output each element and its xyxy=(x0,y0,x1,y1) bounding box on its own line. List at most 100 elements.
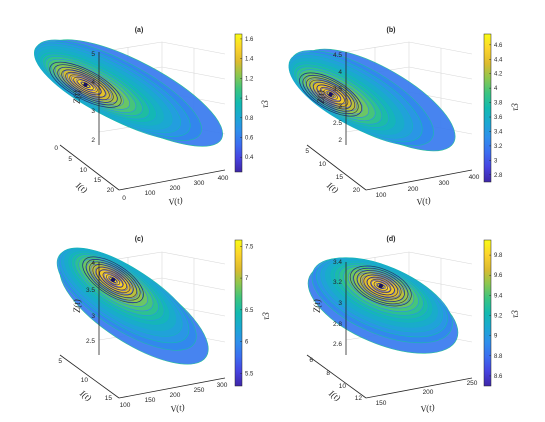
panel-b-axes xyxy=(306,52,473,191)
panel-d-cbtick-label: 9.8 xyxy=(494,253,503,259)
panel-c-trajectory-ring xyxy=(82,256,144,304)
panel-b-cbtick-label: 3.2 xyxy=(494,144,503,150)
panel-c-ytick: 10 xyxy=(81,377,89,384)
panel-d-ztick: 3 xyxy=(338,300,342,307)
panel-b-ylabel: I(t) xyxy=(324,180,340,195)
panel-a-colorbar: 0.4 0.6 0.8 1 1.2 1.4 1.6 xyxy=(234,33,254,173)
panel-b-cblabel: τ3 xyxy=(510,103,520,111)
panel-d-ytick: 6 xyxy=(309,357,313,364)
panel-c-cblabel: τ3 xyxy=(261,312,271,320)
panel-d-trajectory-ring xyxy=(356,270,405,302)
panel-b-colorbar-gradient xyxy=(483,33,492,183)
panel-a-surface xyxy=(34,39,224,147)
panel-c-trajectory-ring xyxy=(85,259,141,301)
panel-a-ylabel: I(t) xyxy=(73,180,89,195)
panel-c-xlabel: V(t) xyxy=(170,402,185,414)
panel-a-cblabel: τ3 xyxy=(260,100,270,108)
panel-c-ztick: 4 xyxy=(91,260,95,267)
panel-a-ytick: 15 xyxy=(94,177,102,184)
panel-a-trajectory-ring xyxy=(69,74,102,96)
panel-d-cbtick-label: 9.6 xyxy=(494,273,503,279)
panel-c-surface xyxy=(56,247,209,365)
panel-a-cbtick-label: 0.4 xyxy=(245,155,254,161)
panel-b-zlabel: Z(t) xyxy=(316,90,326,104)
panel-b-cbtick-label: 4.6 xyxy=(494,43,503,49)
panel-d-trajectory-ring xyxy=(353,267,409,305)
panel-b-cbtick-label: 4 xyxy=(494,86,498,92)
panel-c-cbtick-label: 6.5 xyxy=(245,308,254,314)
panel-d-colorbar: 8.6 8.8 9 9.2 9.4 9.6 9.8 xyxy=(483,239,503,387)
panel-c-trajectory-ring xyxy=(102,271,124,288)
panel-a-cbtick-label: 0.8 xyxy=(245,116,254,122)
panel-b-xtick: 300 xyxy=(439,180,450,187)
panel-c-xtick: 100 xyxy=(120,402,131,409)
panel-a-trajectory-ring xyxy=(57,66,114,103)
panel-d-xtick: 200 xyxy=(423,389,434,396)
panel-a-trajectory-ring xyxy=(53,64,118,106)
panel-b-cbtick-label: 4.2 xyxy=(494,72,503,78)
panel-c-ztick: 3.5 xyxy=(86,287,95,294)
panel-a-ztick: 3 xyxy=(91,108,95,115)
panel-a-xlabel: V(t) xyxy=(168,195,183,207)
panel-c-trajectory-ring xyxy=(106,274,121,286)
panel-a-cbtick-label: 1.6 xyxy=(245,37,254,43)
panel-d-cblabel: τ3 xyxy=(510,310,520,318)
panel-b-ztick: 4.5 xyxy=(333,52,342,59)
panel-a-cbtick-label: 0.6 xyxy=(245,136,254,142)
panel-d-ytick: 10 xyxy=(339,383,347,390)
panel-b-ytick: 20 xyxy=(353,187,361,194)
panel-b-ztick: 2.5 xyxy=(333,120,342,127)
panel-c-xtick: 150 xyxy=(145,397,156,404)
panel-d-cbtick-label: 8.8 xyxy=(494,354,503,360)
panel-c-ytick: 5 xyxy=(58,358,62,365)
panel-d-trajectory-ring xyxy=(360,272,402,300)
panel-b-xtick: 400 xyxy=(469,174,480,181)
panel-d-ztick: 2.6 xyxy=(333,341,342,348)
panel-c-trajectory-ring xyxy=(99,269,127,291)
panel-a-ytick: 20 xyxy=(107,187,115,194)
panel-a-ztick: 2 xyxy=(91,137,95,144)
panel-d-trajectory-ring xyxy=(349,265,412,307)
panel-a-trajectory-ring xyxy=(73,76,98,93)
panel-b-trajectory-ring xyxy=(306,77,356,112)
panel-b-cbtick-label: 3.8 xyxy=(494,101,503,107)
panel-a-trajectory-ring xyxy=(65,71,106,98)
panel-b-ytick: 15 xyxy=(336,174,344,181)
panel-c-ztick: 2.5 xyxy=(86,338,95,345)
panel-a-xtick: 0 xyxy=(122,195,126,202)
panel-b-trajectory-ring xyxy=(302,74,359,115)
panel-d-ztick: 2.8 xyxy=(333,321,342,328)
panel-d-ytick: 12 xyxy=(355,395,363,402)
panel-c-axes xyxy=(59,262,226,399)
panel-c-colorbar-gradient xyxy=(234,239,243,387)
panel-a-trajectory-ring xyxy=(77,79,94,91)
panel-b-cbtick-label: 2.8 xyxy=(494,173,503,179)
panel-d-cbtick-label: 8.6 xyxy=(494,374,503,380)
panel-d-cbtick-label: 9.2 xyxy=(494,314,503,320)
panel-a-axes xyxy=(59,52,226,191)
panel-a-xtick: 300 xyxy=(194,180,205,187)
panel-c-cbtick-label: 5.5 xyxy=(245,371,254,377)
panel-c-ytick: 15 xyxy=(105,395,113,402)
panel-d-trajectory-ring xyxy=(363,274,399,298)
panel-c-trajectory-ring xyxy=(89,261,138,298)
panel-d-axes xyxy=(306,262,473,399)
panel-b-ztick: 2 xyxy=(338,137,342,144)
panel-c-colorbar: 5.5 6 6.5 7 7.5 xyxy=(234,239,254,387)
panel-c: 2.5 3 3.5 4 100 150 200 250 300 5 10 15 … xyxy=(56,236,271,414)
panel-b-trajectory-ring xyxy=(299,72,362,117)
panel-a-ztick: 4 xyxy=(91,79,95,86)
panel-d-trajectory-ring xyxy=(373,281,388,291)
panel-a-ytick: 0 xyxy=(54,145,58,152)
panel-b-trajectory-ring xyxy=(319,86,342,103)
panel-b-trajectory-ring xyxy=(312,82,349,107)
panel-d-trajectory-ring xyxy=(366,276,395,296)
panel-c-equilibrium-point xyxy=(110,277,116,282)
panel-d-ztick: 3.2 xyxy=(333,279,342,286)
panel-c-xtick: 250 xyxy=(194,387,205,394)
panel-c-cbtick-label: 6 xyxy=(245,340,249,346)
panel-c-zlabel: Z(t) xyxy=(72,299,82,313)
panel-b-ztick: 4 xyxy=(338,69,342,76)
panel-b-trajectory-ring xyxy=(309,79,352,110)
